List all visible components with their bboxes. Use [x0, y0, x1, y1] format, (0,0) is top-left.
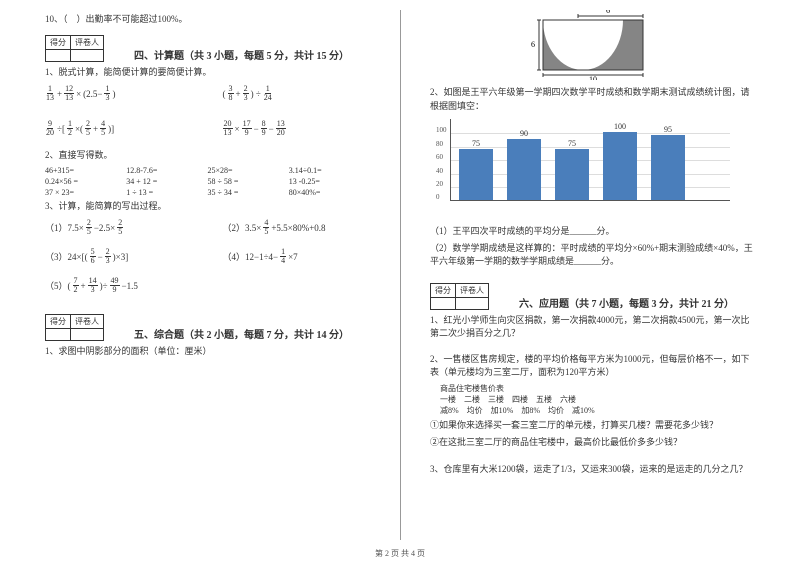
sec6-q2-s2: ②在这批三室二厅的商品住宅楼中，最高价比最低价多多少钱？	[430, 436, 755, 450]
sec6-q1: 1、红光小学师生向灾区捐款，第一次捐款4000元，第二次捐款4500元，第一次比…	[430, 314, 755, 341]
sec6-q2: 2、一售楼区售房规定，楼的平均价格每平方米为1000元，但每层价格不一，如下表（…	[430, 353, 755, 380]
expr-2: (38 + 23) ÷ 124	[223, 85, 371, 102]
bar: 90	[507, 139, 541, 201]
score-col: 得分	[46, 35, 71, 49]
sec4-q1: 1、脱式计算，能简便计算的要简便计算。	[45, 66, 370, 80]
sec5-q1: 1、求图中阴影部分的面积（单位：厘米）	[45, 345, 370, 359]
bar: 75	[555, 149, 589, 200]
shaded-area-diagram: 6 6 10	[523, 10, 663, 80]
expr-row-2: 920÷[12×(25+45)] 2013×179−89−1320	[45, 120, 370, 137]
price-table: 商品住宅楼售价表 一楼 二楼 三楼 四楼 五楼 六楼 减8% 均价 加10% 加…	[440, 383, 755, 417]
expr-4: 2013×179−89−1320	[223, 120, 371, 137]
page-footer: 第 2 页 共 4 页	[0, 548, 800, 559]
expr-3: 920÷[12×(25+45)]	[45, 120, 193, 137]
section4-title: 四、计算题（共 3 小题，每题 5 分，共计 15 分）	[134, 47, 349, 62]
bar-chart: 0 20 40 60 80 100 75907510095	[430, 119, 755, 219]
sec6-q3: 3、仓库里有大米1200袋，运走了1/3，又运来300袋，运来的是运走的几分之几…	[430, 463, 755, 477]
bar: 95	[651, 135, 685, 200]
section5-header: 得分评卷人 五、综合题（共 2 小题，每题 7 分，共计 14 分）	[45, 314, 370, 341]
price-cols: 一楼 二楼 三楼 四楼 五楼 六楼	[440, 394, 755, 405]
grader-col: 评卷人	[71, 35, 104, 49]
section4-header: 得分评卷人 四、计算题（共 3 小题，每题 5 分，共计 15 分）	[45, 35, 370, 62]
expr-row-4: （3）24×[(56−23)×3] （4）12−1÷4−14×7	[45, 248, 370, 265]
q2-sub1: （1）王平四次平时成绩的平均分是______分。	[430, 225, 755, 239]
q10: 10、（ ）出勤率不可能超过100%。	[45, 13, 370, 27]
section5-title: 五、综合题（共 2 小题，每题 7 分，共计 14 分）	[134, 326, 349, 341]
svg-text:10: 10	[589, 75, 597, 80]
right-column: 6 6 10 2、如图是王平六年级第一学期四次数学平时成绩和数学期末测试成绩统计…	[400, 0, 800, 565]
svg-text:6: 6	[606, 10, 610, 15]
expr-5: （1）7.5×25−2.5×25	[45, 219, 193, 236]
right-q2: 2、如图是王平六年级第一学期四次数学平时成绩和数学期末测试成绩统计图，请根据图填…	[430, 86, 755, 113]
expr-6: （2）3.5×45+5.5×80%+0.8	[223, 219, 371, 236]
score-table-2: 得分评卷人	[45, 314, 104, 341]
section6-title: 六、应用题（共 7 小题，每题 3 分，共计 21 分）	[519, 295, 734, 310]
expr-9: （5）(72+143)÷499−1.5	[45, 277, 370, 294]
sec4-q2: 2、直接写得数。	[45, 149, 370, 163]
score-table: 得分评卷人	[45, 35, 104, 62]
section6-header: 得分评卷人 六、应用题（共 7 小题，每题 3 分，共计 21 分）	[430, 283, 755, 310]
expr-row-5: （5）(72+143)÷499−1.5	[45, 277, 370, 294]
left-column: 10、（ ）出勤率不可能超过100%。 得分评卷人 四、计算题（共 3 小题，每…	[0, 0, 400, 565]
price-row: 减8% 均价 加10% 加8% 均价 减10%	[440, 405, 755, 416]
svg-text:6: 6	[531, 40, 535, 49]
expr-row-3: （1）7.5×25−2.5×25 （2）3.5×45+5.5×80%+0.8	[45, 219, 370, 236]
expr-1: 113+1213×(2.5−13)	[45, 85, 193, 102]
q2-sub2: （2）数学学期成绩是这样算的：平时成绩的平均分×60%+期末测验成绩×40%，王…	[430, 242, 755, 269]
bars-container: 75 90 75 100 95	[450, 119, 730, 201]
sec4-q3: 3、计算，能简算的写出过程。	[45, 200, 370, 214]
expr-row-1: 113+1213×(2.5−13) (38 + 23) ÷ 124	[45, 85, 370, 102]
score-table-3: 得分评卷人	[430, 283, 489, 310]
direct-calc-grid: 46+315=12.8-7.6=25×28=3.14÷0.1= 0.24×56 …	[45, 166, 370, 197]
sec6-q2-s1: ①如果你来选择买一套三室二厅的单元楼，打算买几楼？需要花多少钱？	[430, 419, 755, 433]
expr-7: （3）24×[(56−23)×3]	[45, 248, 193, 265]
expr-8: （4）12−1÷4−14×7	[223, 248, 371, 265]
bar: 75	[459, 149, 493, 200]
bar: 100	[603, 132, 637, 200]
